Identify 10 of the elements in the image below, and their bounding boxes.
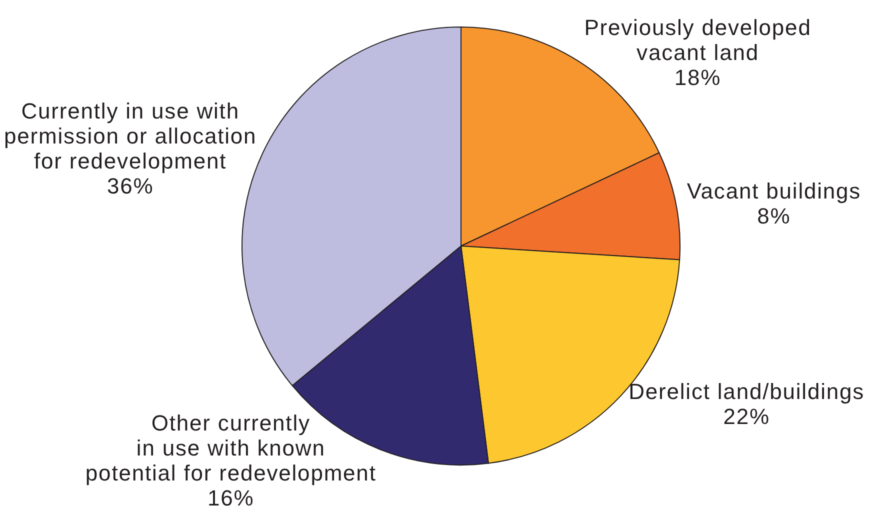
- data-label: 36%: [106, 173, 154, 198]
- slice-label: Currently in use with permission or allocation for redevelopment: [4, 98, 257, 174]
- slice-label: Previously developed vacant land: [584, 14, 812, 64]
- data-label: 8%: [757, 202, 791, 228]
- slice-label: Other currently in use with known potential for redevelopment: [85, 410, 376, 485]
- data-label: 22%: [723, 403, 770, 428]
- data-label: 16%: [208, 484, 254, 510]
- data-label: 18%: [674, 64, 722, 90]
- slice-label: Derelict land/buildings: [628, 378, 865, 404]
- slice-label: Vacant buildings: [686, 178, 862, 203]
